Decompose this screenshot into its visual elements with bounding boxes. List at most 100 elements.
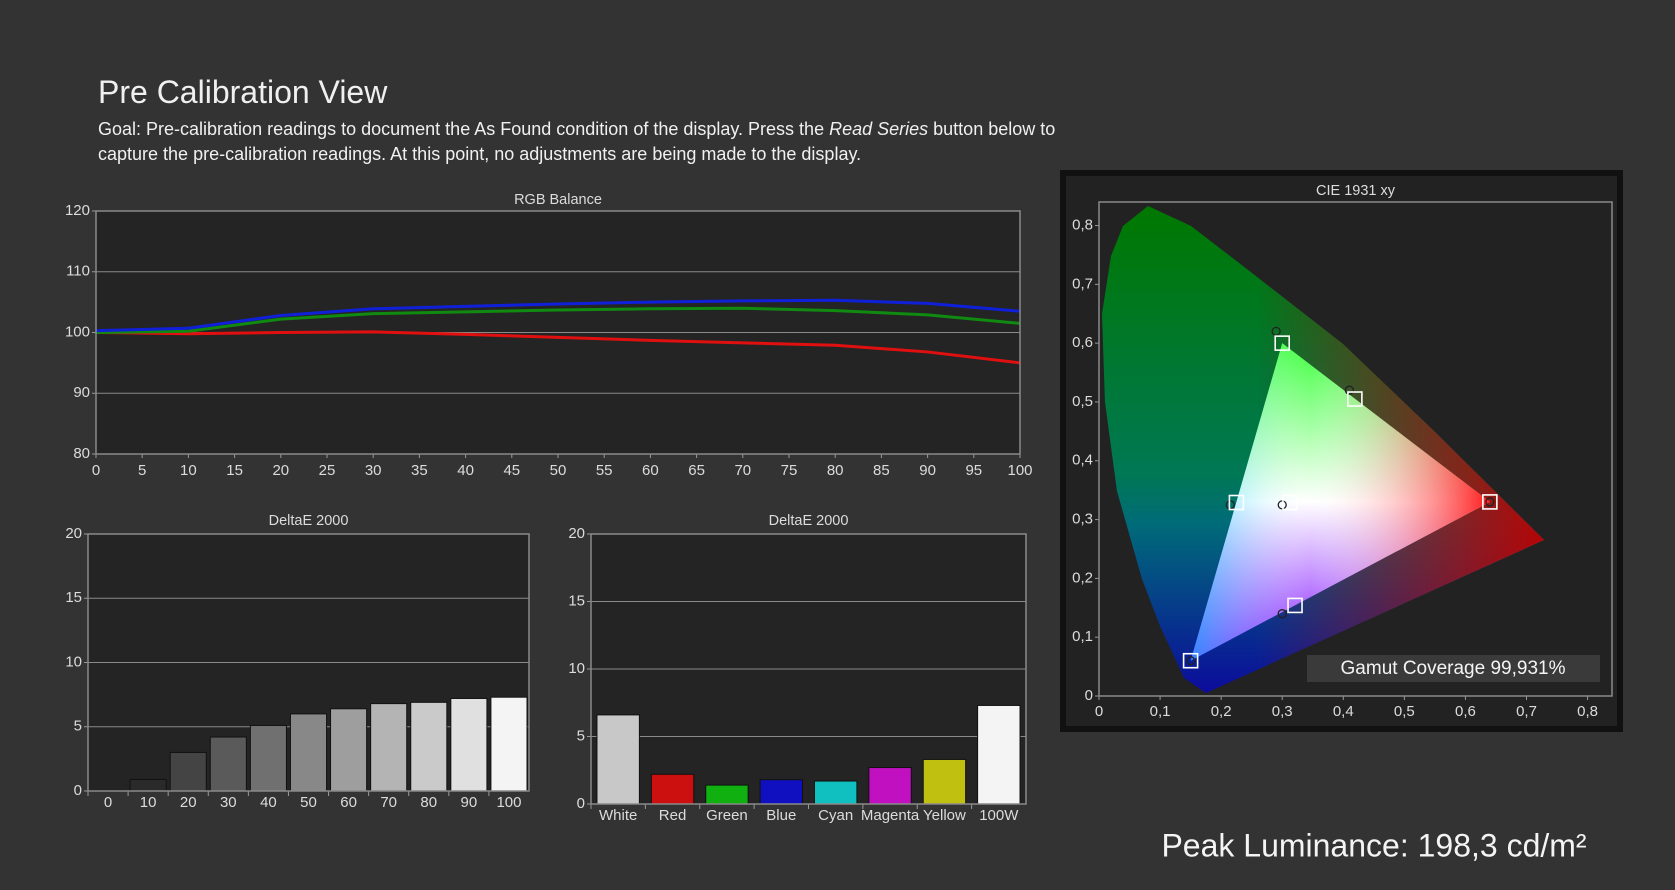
y-tick-label: 0,1 [1072,628,1093,645]
y-tick-label: 0,8 [1072,216,1093,233]
y-tick-label: 15 [65,589,82,606]
y-tick-label: 0 [577,795,585,812]
y-tick-label: 0,4 [1072,452,1093,469]
y-tick-label: 100 [65,323,90,340]
x-tick-label: 90 [461,794,478,811]
x-tick-label: Red [659,807,687,824]
goal-emphasis: Read Series [829,119,929,139]
goal-part: Goal: Pre-calibration readings to docume… [98,119,830,139]
y-tick-label: 120 [65,202,90,219]
x-tick-label: 0,1 [1150,703,1171,720]
bar [289,713,328,792]
x-tick-label: 0 [1095,703,1103,720]
target-point [1228,494,1245,511]
x-tick-label: 50 [550,462,567,479]
target-point [1274,335,1291,351]
bar [705,784,749,805]
bar [922,758,967,805]
y-tick-label: 0,7 [1072,275,1093,292]
y-tick-label: 80 [73,445,90,462]
plot-border [95,210,1021,455]
x-tick-label: 10 [180,462,197,479]
x-tick-label: 0,3 [1272,703,1293,720]
x-tick-label: Cyan [818,807,853,824]
bar [209,736,247,792]
series-line [95,298,1021,333]
bar [868,767,912,805]
y-tick-label: 0,3 [1072,511,1093,528]
target-point [1182,652,1199,669]
series-line [95,330,1021,365]
x-tick-label: Yellow [923,807,966,824]
bar [813,780,858,805]
y-tick-label: 10 [65,653,82,670]
x-tick-label: 100W [979,807,1019,824]
x-tick-label: 60 [642,462,659,479]
x-tick-label: 100 [496,794,521,811]
y-tick-label: 110 [66,263,90,280]
bar [596,714,640,805]
target-point [1347,391,1363,407]
x-tick-label: 30 [220,794,237,811]
bar [450,697,488,792]
plot-border [87,533,530,792]
y-tick-label: 0 [74,782,82,799]
page-title: Pre Calibration View [98,74,388,110]
y-tick-label: 0 [1085,687,1093,704]
x-tick-label: 5 [138,462,146,479]
bar [129,778,167,792]
measured-point [1485,497,1495,507]
x-tick-label: 60 [340,794,357,811]
x-tick-label: Green [706,807,748,824]
plot-border [1098,201,1613,697]
x-tick-label: White [599,807,637,824]
y-tick-label: 10 [568,660,585,677]
x-tick-label: 70 [380,794,397,811]
chart-title: DeltaE 2000 [769,513,849,529]
bar [330,708,368,792]
bar [169,751,207,792]
x-tick-label: 80 [827,462,844,479]
bar [650,773,695,805]
x-tick-label: 35 [411,462,428,479]
x-tick-label: 25 [319,462,336,479]
target-point [1482,494,1498,510]
bar [759,779,804,805]
x-tick-label: 85 [873,462,890,479]
bar [370,703,408,792]
x-tick-label: 0,2 [1211,703,1232,720]
x-tick-label: 0,5 [1394,703,1415,720]
measured-point [1277,609,1287,619]
y-tick-label: 0,5 [1072,393,1093,410]
x-tick-label: 20 [272,462,289,479]
x-tick-label: Magenta [861,807,920,824]
x-tick-label: 0,6 [1455,703,1476,720]
x-tick-label: 45 [503,462,520,479]
target-point [1282,494,1298,511]
x-tick-label: 10 [140,794,157,811]
y-tick-label: 5 [577,727,585,744]
chart-title: DeltaE 2000 [269,513,349,529]
bar [490,696,528,792]
x-tick-label: 50 [300,794,317,811]
chart-title: RGB Balance [514,192,602,208]
y-tick-label: 0,2 [1072,569,1093,586]
x-tick-label: 20 [180,794,197,811]
x-tick-label: 100 [1007,462,1032,479]
target-point [1287,597,1303,614]
x-tick-label: 90 [919,462,936,479]
y-tick-label: 0,6 [1072,334,1093,351]
x-tick-label: 30 [365,462,382,479]
y-tick-label: 5 [74,718,82,735]
measured-point [1344,385,1355,395]
plot-border [590,533,1027,805]
series-line [95,306,1021,334]
bar [410,701,448,792]
x-tick-label: 15 [226,462,243,479]
x-tick-label: 80 [420,794,437,811]
y-tick-label: 20 [65,525,82,542]
bar [977,704,1021,805]
measured-point [1185,656,1196,666]
